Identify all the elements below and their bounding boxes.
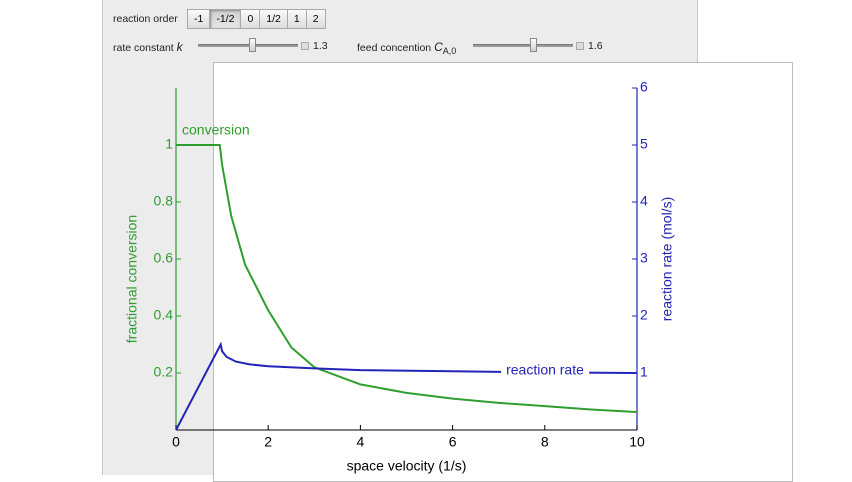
y-tick-label: 1 <box>165 136 173 152</box>
c-symbol: C <box>434 40 443 54</box>
k-label: rate constant k <box>113 40 183 54</box>
series-label: reaction rate <box>506 362 584 378</box>
k-expand[interactable] <box>301 42 309 50</box>
y2-tick-label: 3 <box>640 250 648 266</box>
c-sub: A,0 <box>442 46 457 57</box>
c-thumb[interactable] <box>530 38 537 52</box>
c-expand[interactable] <box>576 42 584 50</box>
y2-tick-label: 4 <box>640 193 648 209</box>
y-axis-label: fractional conversion <box>124 215 140 343</box>
order-buttons: -1 -1/2 0 1/2 1 2 <box>187 9 326 29</box>
k-value: 1.3 <box>313 40 328 52</box>
order-button[interactable]: 2 <box>305 9 326 29</box>
series-label: conversion <box>182 122 250 138</box>
order-button[interactable]: -1/2 <box>209 9 242 29</box>
x-tick-label: 0 <box>172 434 180 450</box>
y-tick-label: 0.6 <box>154 250 174 266</box>
x-tick-label: 4 <box>357 434 365 450</box>
label-background <box>501 361 590 378</box>
k-thumb[interactable] <box>249 38 256 52</box>
y2-tick-label: 6 <box>640 79 648 95</box>
y2-tick-label: 5 <box>640 136 648 152</box>
plot-panel <box>213 62 793 482</box>
order-label: reaction order <box>113 13 178 25</box>
y2-axis-label: reaction rate (mol/s) <box>659 197 675 321</box>
series-line <box>176 144 638 413</box>
y2-tick-label: 1 <box>640 364 648 380</box>
c-label: feed concention CA,0 <box>357 40 456 56</box>
k-symbol: k <box>176 40 183 54</box>
x-tick-label: 6 <box>449 434 457 450</box>
y-tick-label: 0.2 <box>154 364 174 380</box>
y2-tick-label: 2 <box>640 307 648 323</box>
y-tick-label: 0.8 <box>154 193 174 209</box>
order-button[interactable]: -1 <box>187 9 211 29</box>
c-text: feed concention <box>357 42 432 54</box>
x-tick-label: 10 <box>629 434 645 450</box>
x-axis-label: space velocity (1/s) <box>347 458 467 474</box>
demo-frame: reaction order -1 -1/2 0 1/2 1 2 rate constan… <box>102 0 793 482</box>
c-value: 1.6 <box>588 40 603 52</box>
x-tick-label: 8 <box>541 434 549 450</box>
series-line <box>175 341 638 431</box>
k-text: rate constant <box>113 42 174 54</box>
c-slider[interactable] <box>473 44 573 47</box>
y-tick-label: 0.4 <box>154 307 174 323</box>
k-slider[interactable] <box>198 44 298 47</box>
x-tick-label: 2 <box>264 434 272 450</box>
